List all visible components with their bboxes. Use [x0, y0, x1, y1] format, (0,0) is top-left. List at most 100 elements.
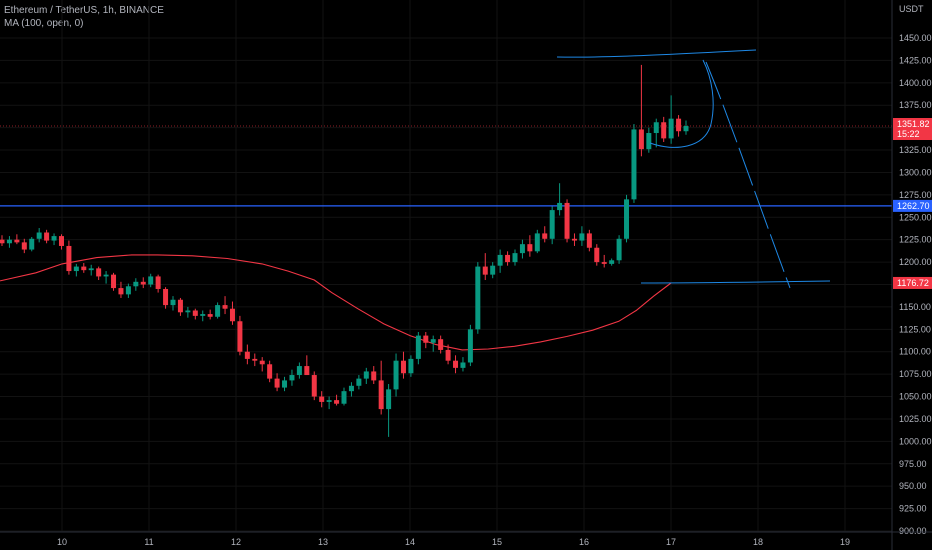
candle — [14, 234, 20, 245]
candle-body — [252, 358, 258, 361]
candle — [505, 251, 511, 266]
candle-body — [111, 274, 117, 289]
candle-body — [363, 371, 369, 379]
candle — [177, 297, 183, 316]
candle — [400, 351, 406, 379]
candle — [393, 353, 399, 397]
candle — [616, 235, 622, 264]
candle-body — [438, 339, 444, 350]
candle — [475, 262, 481, 334]
candle-body — [460, 362, 466, 368]
candle — [0, 235, 5, 246]
candle-body — [586, 233, 592, 248]
candle — [519, 239, 525, 259]
candle-body — [140, 281, 146, 285]
price-tag-box — [893, 118, 932, 141]
candle — [185, 306, 191, 318]
candle-body — [661, 122, 667, 139]
candle-body — [542, 233, 548, 239]
candle — [371, 366, 377, 384]
candle — [631, 124, 637, 203]
y-tick-label: 900.00 — [899, 526, 927, 536]
candle-body — [289, 375, 295, 381]
candle-body — [534, 233, 540, 252]
y-tick-label: 1125.00 — [899, 324, 931, 334]
candle — [103, 271, 109, 284]
candle-body — [341, 391, 347, 404]
candle — [549, 206, 555, 245]
y-tick-label: 975.00 — [899, 459, 927, 469]
candle-body — [51, 236, 57, 241]
candle-body — [683, 126, 689, 132]
x-tick-label: 10 — [57, 537, 67, 547]
user-drawings-layer — [556, 49, 831, 289]
y-tick-label: 1150.00 — [899, 302, 931, 312]
candle-body — [482, 266, 488, 275]
candle — [200, 310, 206, 322]
candle — [81, 262, 87, 273]
candle — [683, 120, 689, 135]
candle — [267, 360, 273, 383]
y-tick-label: 1200.00 — [899, 257, 932, 267]
candle — [594, 244, 600, 266]
candle — [386, 383, 392, 437]
candle — [609, 258, 615, 266]
candle — [6, 236, 12, 248]
candle — [512, 249, 518, 266]
candle-body — [356, 378, 362, 386]
y-tick-label: 1375.00 — [899, 100, 932, 110]
candle — [36, 228, 42, 243]
grid-layer — [0, 0, 892, 532]
candle — [423, 332, 429, 349]
candle-body — [579, 233, 585, 241]
candle — [155, 274, 161, 293]
y-tick-label: 1075.00 — [899, 369, 932, 379]
candle-body — [148, 276, 154, 285]
candle-body — [133, 281, 139, 287]
candle — [111, 272, 117, 291]
candle-body — [81, 266, 87, 271]
candle — [482, 253, 488, 281]
y-tick-label: 1400.00 — [899, 78, 932, 88]
x-tick-label: 14 — [405, 537, 415, 547]
y-tick-label: 1050.00 — [899, 392, 932, 402]
candle-body — [571, 238, 577, 241]
candle-body — [163, 288, 169, 306]
candle-body — [527, 244, 533, 252]
candle-body — [519, 244, 525, 254]
candle-body — [653, 122, 659, 134]
candle — [653, 118, 659, 148]
candle-body — [170, 299, 176, 306]
candle-body — [594, 247, 600, 263]
x-tick-label: 17 — [666, 537, 676, 547]
candle — [237, 315, 243, 356]
drawing-top-line — [556, 49, 757, 58]
candle-body — [118, 288, 124, 295]
candle — [252, 353, 258, 367]
candle — [378, 360, 384, 415]
candle — [163, 287, 169, 309]
candle — [579, 226, 585, 246]
candle — [348, 382, 354, 397]
candle-body — [192, 310, 198, 316]
candle-body — [601, 262, 607, 264]
candle-body — [125, 286, 131, 295]
price-tag: 1262.70 — [893, 199, 932, 212]
candle-body — [207, 314, 213, 317]
candle — [259, 357, 265, 372]
candle-body — [638, 129, 644, 150]
candle-body — [296, 366, 302, 376]
candle — [192, 308, 198, 320]
candle-body — [304, 366, 310, 376]
candle-body — [676, 118, 682, 132]
candle — [646, 127, 652, 153]
y-tick-label: 1275.00 — [899, 190, 932, 200]
x-tick-label: 12 — [231, 537, 241, 547]
candle — [96, 266, 102, 281]
candle — [557, 183, 563, 216]
candle-body — [259, 360, 265, 365]
candle — [564, 199, 570, 243]
x-tick-label: 19 — [840, 537, 850, 547]
candle — [229, 301, 235, 325]
